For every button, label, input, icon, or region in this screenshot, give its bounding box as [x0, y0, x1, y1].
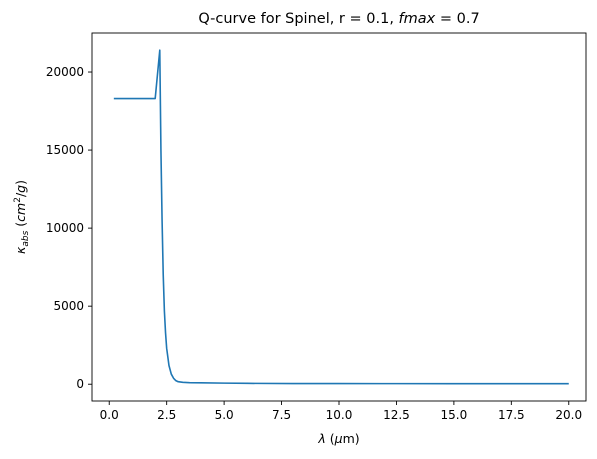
x-axis-ticks: 0.0 2.5 5.0 7.5 10.0 12.5 15.0 17.5 20.0: [100, 401, 582, 422]
y-tick-label: 0: [76, 377, 84, 391]
chart-title: Q-curve for Spinel, r = 0.1, fmax = 0.7: [198, 11, 479, 27]
y-axis-ticks: 0 5000 10000 15000 20000: [46, 65, 92, 391]
x-tick-label: 17.5: [498, 408, 525, 422]
x-tick-label: 5.0: [215, 408, 234, 422]
x-tick-label: 7.5: [272, 408, 291, 422]
y-tick-label: 5000: [53, 299, 84, 313]
plot-area: [92, 33, 586, 401]
y-axis-label: κabs (cm2/g): [13, 180, 31, 254]
x-tick-label: 20.0: [555, 408, 582, 422]
x-tick-label: 12.5: [383, 408, 410, 422]
x-tick-label: 2.5: [157, 408, 176, 422]
series-line: [113, 49, 569, 385]
x-tick-label: 10.0: [326, 408, 353, 422]
x-axis-label: λ (μm): [317, 431, 359, 446]
x-tick-label: 15.0: [441, 408, 468, 422]
y-tick-label: 15000: [46, 143, 84, 157]
plot-frame: [91, 32, 587, 402]
y-tick-label: 20000: [46, 65, 84, 79]
x-tick-label: 0.0: [100, 408, 119, 422]
y-tick-label: 10000: [46, 221, 84, 235]
